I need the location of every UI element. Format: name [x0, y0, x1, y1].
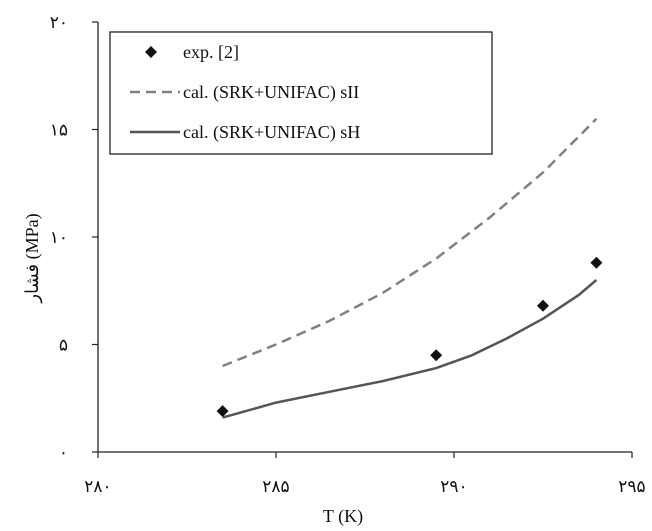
x-tick-label: ۲۸۵ [262, 477, 289, 497]
y-tick-label: ۵ [59, 336, 68, 356]
legend-label: cal. (SRK+UNIFAC) sII [183, 82, 359, 103]
y-axis-ticks: ۰ ۵ ۱۰ ۱۵ ۲۰ [50, 13, 98, 463]
legend-box [109, 31, 493, 155]
exp-data-point [590, 256, 603, 269]
x-tick-label: ۲۹۰ [440, 477, 467, 497]
series-line-sII [222, 117, 598, 368]
series-line-sH [222, 279, 598, 419]
x-axis-title: T (K) [323, 506, 363, 527]
exp-data-point [537, 299, 549, 312]
legend-marker-diamond [145, 46, 157, 58]
x-axis-ticks: ۲۸۰ ۲۸۵ ۲۹۰ ۲۹۵ [84, 452, 646, 497]
y-axis-title: فشار (MPa) [22, 213, 43, 303]
x-tick-label: ۲۸۰ [84, 477, 111, 497]
exp-data-point [430, 349, 443, 362]
legend-label: cal. (SRK+UNIFAC) sH [183, 122, 360, 143]
series-layer [216, 117, 603, 419]
legend: exp. [2] cal. (SRK+UNIFAC) sII cal. (SRK+U… [109, 31, 493, 155]
legend-label: exp. [2] [183, 42, 239, 62]
y-tick-label: ۱۰ [50, 228, 68, 248]
x-tick-label: ۲۹۵ [618, 477, 645, 497]
y-tick-label: ۱۵ [50, 121, 68, 141]
y-tick-label: ۰ [59, 443, 68, 463]
y-tick-label: ۲۰ [50, 13, 68, 33]
exp-data-point [216, 405, 229, 418]
